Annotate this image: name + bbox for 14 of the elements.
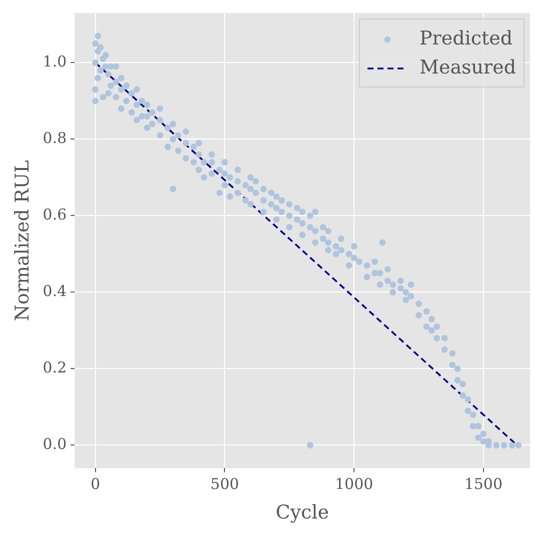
x-axis-title: Cycle	[276, 502, 329, 524]
y-tick-label: 0.6	[42, 206, 67, 224]
legend-label: Predicted	[419, 27, 513, 50]
x-tick-label: 0	[90, 475, 100, 494]
x-tick-label: 1500	[464, 475, 503, 494]
x-tick-label: 1000	[334, 475, 374, 494]
legend-label: Measured	[419, 56, 516, 78]
x-tick-label: 500	[210, 475, 240, 494]
y-tick-label: 1.0	[42, 52, 67, 71]
y-tick-label: 0.0	[42, 435, 67, 454]
y-tick-label: 0.4	[42, 282, 67, 300]
y-tick-label: 0.8	[42, 129, 67, 148]
y-axis-title: Normalized RUL	[11, 160, 34, 322]
y-tick-label: 0.2	[42, 358, 67, 377]
